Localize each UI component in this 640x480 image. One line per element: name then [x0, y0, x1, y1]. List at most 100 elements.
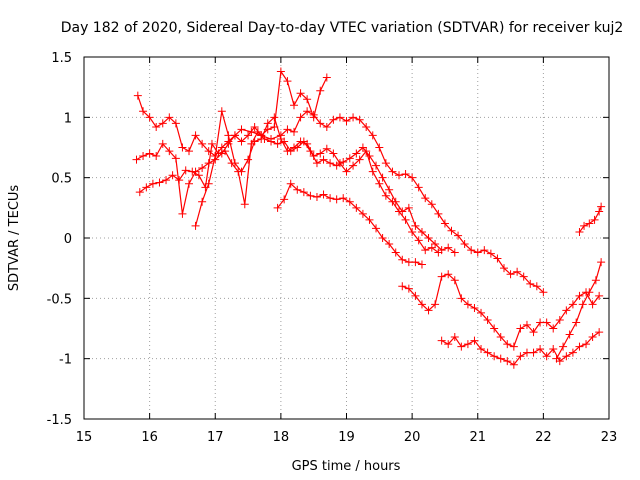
data-point — [155, 178, 164, 187]
data-point — [250, 137, 259, 146]
data-point — [516, 324, 525, 333]
data-point — [303, 139, 312, 148]
data-point — [332, 195, 341, 204]
series-sat-i — [575, 202, 606, 236]
data-point — [296, 113, 305, 122]
data-point — [329, 115, 338, 124]
data-point — [411, 291, 420, 300]
data-point — [427, 243, 436, 252]
data-point — [454, 231, 463, 240]
data-point — [381, 191, 390, 200]
data-point — [283, 147, 292, 156]
data-point — [417, 227, 426, 236]
data-point — [591, 276, 600, 285]
data-point — [539, 288, 548, 297]
data-point — [437, 272, 446, 281]
data-point — [253, 127, 262, 136]
data-point — [372, 224, 381, 233]
data-point — [467, 246, 476, 255]
data-point — [516, 352, 525, 361]
data-point — [349, 161, 358, 170]
data-point — [312, 192, 321, 201]
data-point — [529, 328, 538, 337]
data-point — [590, 215, 599, 224]
x-tick-label: 22 — [535, 430, 552, 445]
data-point — [375, 179, 384, 188]
data-point — [207, 139, 216, 148]
data-point — [181, 166, 190, 175]
data-point — [575, 342, 584, 351]
data-point — [503, 357, 512, 366]
data-point — [522, 320, 531, 329]
data-point — [463, 300, 472, 309]
data-point — [536, 345, 545, 354]
data-point — [503, 340, 512, 349]
y-tick-label: 1 — [64, 111, 72, 126]
data-point — [201, 183, 210, 192]
data-point — [358, 143, 367, 152]
data-point — [463, 340, 472, 349]
x-tick-label: 19 — [338, 430, 355, 445]
data-point — [312, 159, 321, 168]
data-point — [273, 203, 282, 212]
data-point — [322, 73, 331, 82]
data-point — [388, 167, 397, 176]
data-point — [152, 122, 161, 131]
data-point — [437, 336, 446, 345]
data-point — [408, 227, 417, 236]
y-tick-label: -1 — [59, 353, 72, 368]
data-point — [326, 159, 335, 168]
data-point — [595, 291, 604, 300]
data-point — [352, 203, 361, 212]
data-point — [470, 336, 479, 345]
data-point — [500, 264, 508, 273]
data-point — [345, 154, 354, 163]
data-point — [391, 248, 400, 257]
data-point — [414, 236, 423, 245]
data-point — [165, 147, 174, 156]
data-point — [417, 260, 426, 269]
data-point — [496, 354, 505, 363]
data-point — [483, 316, 492, 325]
data-point — [198, 197, 207, 206]
data-point — [490, 324, 499, 333]
data-point — [296, 89, 305, 98]
data-point — [244, 131, 253, 140]
data-point — [158, 139, 167, 148]
data-point — [316, 119, 325, 128]
data-point — [414, 183, 423, 192]
data-point — [365, 215, 374, 224]
data-point — [355, 115, 364, 124]
x-tick-label: 23 — [601, 430, 618, 445]
data-point — [322, 122, 331, 131]
data-point — [532, 282, 541, 291]
data-point — [135, 188, 144, 197]
data-point — [198, 139, 207, 148]
data-point — [444, 270, 453, 279]
y-tick-label: -0.5 — [47, 292, 72, 307]
data-point — [434, 209, 443, 218]
series-line — [579, 206, 602, 233]
data-point — [257, 135, 266, 144]
data-point — [378, 173, 387, 182]
series-line — [277, 183, 423, 266]
x-axis-label: GPS time / hours — [292, 459, 401, 474]
data-point — [345, 197, 354, 206]
data-point — [506, 270, 515, 279]
data-point — [191, 131, 200, 140]
data-point — [378, 234, 387, 242]
data-point — [555, 316, 564, 325]
data-point — [309, 113, 318, 122]
data-point — [280, 195, 289, 204]
data-point — [585, 288, 594, 297]
data-point — [395, 207, 403, 216]
data-point — [319, 190, 328, 199]
series-sat-b — [132, 67, 331, 218]
data-point — [408, 173, 417, 182]
data-point — [362, 122, 371, 131]
data-point — [411, 221, 420, 230]
data-point — [358, 209, 367, 218]
series-sat-g — [437, 328, 604, 369]
data-point — [595, 207, 604, 216]
data-point — [401, 170, 410, 179]
